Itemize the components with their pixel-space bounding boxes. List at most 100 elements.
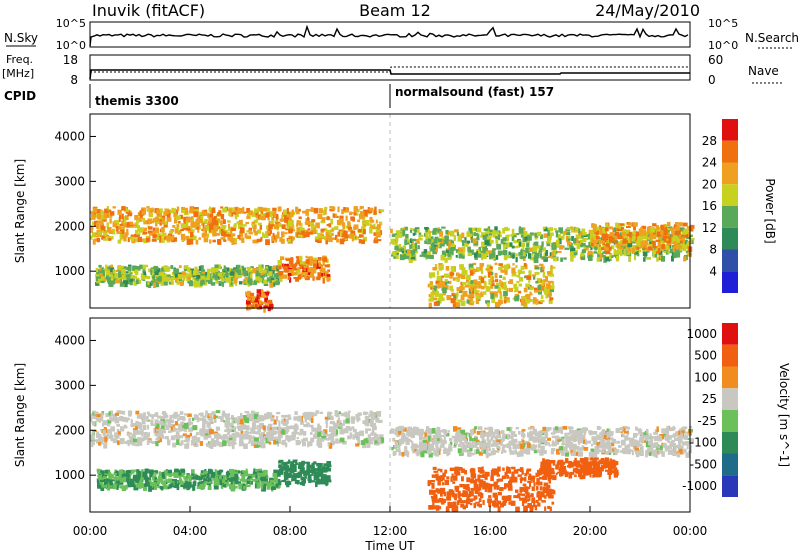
echo-cell bbox=[461, 267, 466, 270]
echo-cell bbox=[637, 253, 640, 257]
echo-cell bbox=[98, 278, 103, 283]
echo-cell bbox=[660, 240, 666, 244]
echo-cell bbox=[650, 227, 656, 233]
echo-cell bbox=[230, 233, 236, 237]
echo-cell bbox=[456, 277, 460, 282]
echo-cell bbox=[341, 423, 346, 426]
echo-cell bbox=[302, 210, 307, 214]
echo-cell bbox=[100, 220, 104, 225]
echo-cell bbox=[446, 280, 450, 284]
echo-cell bbox=[372, 425, 377, 431]
echo-cell bbox=[273, 440, 276, 445]
echo-cell bbox=[290, 425, 296, 430]
echo-cell bbox=[320, 473, 324, 480]
echo-cell bbox=[211, 411, 216, 416]
echo-cell bbox=[347, 224, 352, 228]
echo-cell bbox=[661, 451, 665, 457]
echo-cell bbox=[221, 281, 224, 287]
echo-cell bbox=[345, 225, 350, 229]
echo-cell bbox=[287, 414, 291, 420]
echo-cell bbox=[445, 266, 450, 271]
echo-cell bbox=[290, 466, 294, 471]
echo-cell bbox=[466, 299, 472, 304]
echo-cell bbox=[154, 484, 158, 490]
echo-cell bbox=[430, 239, 435, 243]
echo-cell bbox=[402, 229, 406, 236]
echo-cell bbox=[169, 414, 173, 421]
echo-cell bbox=[237, 269, 242, 275]
echo-cell bbox=[414, 239, 419, 242]
echo-cell bbox=[533, 257, 539, 263]
echo-cell bbox=[260, 278, 263, 283]
echo-cell bbox=[590, 241, 594, 246]
echo-cell bbox=[521, 298, 525, 305]
echo-cell bbox=[148, 208, 152, 213]
echo-cell bbox=[655, 247, 658, 252]
echo-cell bbox=[261, 486, 266, 492]
echo-cell bbox=[305, 276, 310, 281]
echo-cell bbox=[271, 430, 277, 436]
echo-cell bbox=[198, 480, 202, 484]
echo-cell bbox=[474, 441, 477, 446]
echo-cell bbox=[134, 238, 139, 242]
echo-cell bbox=[685, 441, 690, 445]
echo-cell bbox=[175, 216, 181, 221]
echo-cell bbox=[564, 247, 570, 250]
echo-cell bbox=[275, 273, 279, 278]
echo-cell bbox=[492, 443, 497, 446]
echo-cell bbox=[98, 442, 101, 446]
echo-cell bbox=[269, 423, 273, 428]
echo-cell bbox=[453, 426, 458, 432]
echo-cell bbox=[175, 435, 180, 440]
echo-cell bbox=[506, 243, 510, 248]
echo-cell bbox=[121, 213, 124, 220]
echo-cell bbox=[371, 412, 376, 416]
echo-cell bbox=[91, 211, 94, 218]
echo-cell bbox=[224, 422, 227, 428]
echo-cell bbox=[246, 299, 251, 304]
echo-cell bbox=[261, 272, 266, 276]
echo-cell bbox=[450, 244, 455, 247]
echo-cell bbox=[184, 265, 189, 270]
echo-cell bbox=[338, 229, 344, 232]
echo-cell bbox=[185, 235, 190, 240]
echo-cell bbox=[315, 237, 318, 243]
echo-cell bbox=[146, 209, 150, 212]
echo-cell bbox=[291, 236, 294, 242]
echo-cell bbox=[168, 484, 172, 489]
echo-cell bbox=[317, 423, 320, 428]
echo-cell bbox=[494, 226, 498, 231]
echo-cell bbox=[316, 277, 321, 281]
echo-cell bbox=[287, 435, 293, 441]
echo-cell bbox=[189, 228, 192, 232]
echo-cell bbox=[113, 476, 118, 481]
echo-cell bbox=[263, 469, 266, 473]
echo-cell bbox=[162, 484, 168, 490]
echo-cell bbox=[663, 229, 668, 236]
echo-cell bbox=[369, 419, 374, 426]
echo-cell bbox=[444, 279, 448, 282]
echo-cell bbox=[275, 431, 278, 434]
echo-cell bbox=[683, 428, 686, 434]
echo-cell bbox=[500, 269, 506, 273]
echo-cell bbox=[289, 277, 292, 283]
echo-cell bbox=[362, 420, 366, 425]
echo-cell bbox=[398, 230, 401, 236]
echo-cell bbox=[135, 229, 139, 234]
echo-cell bbox=[569, 226, 573, 229]
echo-cell bbox=[441, 443, 445, 446]
echo-cell bbox=[313, 468, 318, 471]
echo-cell bbox=[226, 436, 232, 441]
echo-cell bbox=[432, 267, 438, 271]
echo-cell bbox=[461, 249, 465, 256]
echo-cell bbox=[148, 268, 153, 273]
echo-cell bbox=[395, 250, 400, 254]
echo-cell bbox=[507, 254, 511, 259]
echo-cell bbox=[149, 211, 153, 215]
echo-cell bbox=[504, 226, 509, 232]
echo-cell bbox=[260, 442, 266, 449]
echo-cell bbox=[160, 428, 165, 433]
echo-cell bbox=[136, 277, 140, 281]
echo-cell bbox=[686, 444, 689, 450]
echo-cell bbox=[217, 212, 221, 216]
